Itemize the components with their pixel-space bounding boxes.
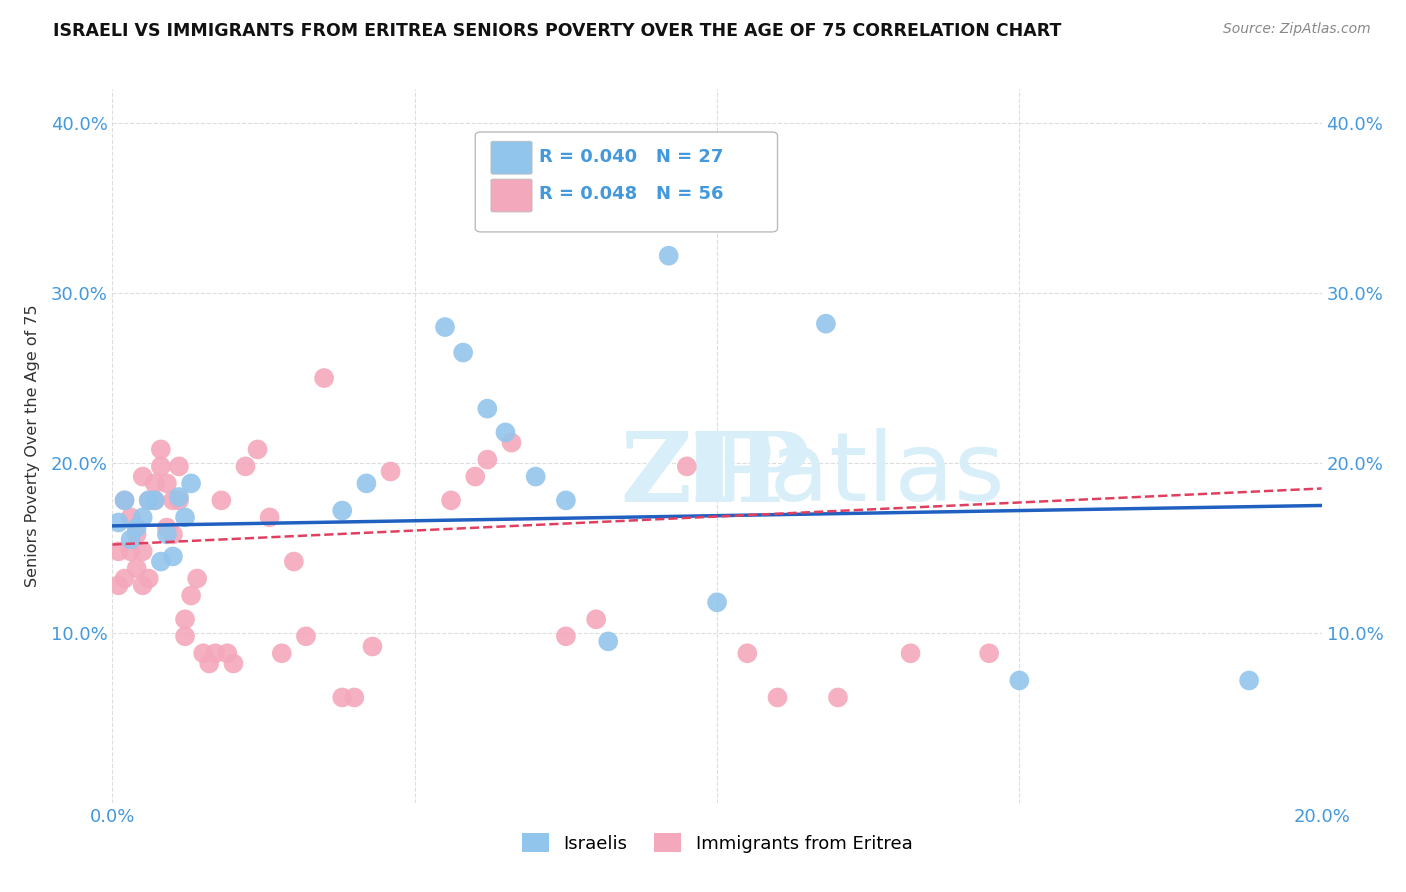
Point	[149, 555, 172, 569]
Point	[495, 425, 517, 440]
Point	[114, 493, 136, 508]
Point	[174, 629, 197, 643]
Point	[198, 657, 221, 671]
Text: ZIP: ZIP	[620, 427, 810, 522]
Point	[554, 629, 576, 643]
Point	[283, 555, 305, 569]
Point	[675, 459, 697, 474]
Legend: Israelis, Immigrants from Eritrea: Israelis, Immigrants from Eritrea	[513, 824, 921, 862]
Point	[138, 493, 160, 508]
Point	[524, 469, 547, 483]
Point	[766, 690, 789, 705]
Point	[598, 634, 620, 648]
Point	[120, 544, 142, 558]
Point	[977, 646, 1000, 660]
Point	[114, 572, 136, 586]
Point	[167, 459, 190, 474]
Text: ISRAELI VS IMMIGRANTS FROM ERITREA SENIORS POVERTY OVER THE AGE OF 75 CORRELATIO: ISRAELI VS IMMIGRANTS FROM ERITREA SENIO…	[53, 22, 1062, 40]
Point	[167, 493, 190, 508]
Point	[114, 493, 136, 508]
Point	[554, 493, 576, 508]
Point	[900, 646, 922, 660]
Point	[162, 493, 184, 508]
Point	[191, 646, 214, 660]
Point	[143, 493, 166, 508]
Point	[433, 320, 456, 334]
Text: R = 0.040   N = 27: R = 0.040 N = 27	[540, 148, 724, 166]
Point	[270, 646, 292, 660]
Point	[174, 510, 197, 524]
Point	[330, 690, 353, 705]
Point	[132, 578, 155, 592]
Point	[107, 578, 129, 592]
Point	[180, 589, 202, 603]
FancyBboxPatch shape	[491, 179, 531, 212]
Text: Source: ZipAtlas.com: Source: ZipAtlas.com	[1223, 22, 1371, 37]
Point	[235, 459, 257, 474]
FancyBboxPatch shape	[491, 141, 531, 174]
Point	[737, 646, 759, 660]
Point	[125, 561, 148, 575]
Point	[440, 493, 463, 508]
Point	[477, 401, 499, 416]
Point	[1008, 673, 1031, 688]
Point	[217, 646, 239, 660]
Point	[174, 612, 197, 626]
Point	[156, 476, 179, 491]
Point	[356, 476, 378, 491]
Point	[658, 249, 681, 263]
Point	[204, 646, 226, 660]
Point	[167, 490, 190, 504]
Point	[186, 572, 208, 586]
Point	[120, 510, 142, 524]
Point	[464, 469, 486, 483]
Point	[149, 442, 172, 457]
Point	[132, 510, 155, 524]
Point	[1237, 673, 1260, 688]
Point	[827, 690, 849, 705]
Point	[706, 595, 728, 609]
Point	[138, 572, 160, 586]
Point	[246, 442, 269, 457]
Point	[132, 544, 155, 558]
Point	[814, 317, 837, 331]
Point	[501, 435, 523, 450]
Point	[125, 527, 148, 541]
Point	[180, 476, 202, 491]
Point	[314, 371, 336, 385]
Text: ZIPatlas: ZIPatlas	[620, 428, 1005, 521]
Point	[477, 452, 499, 467]
Point	[132, 469, 155, 483]
Point	[209, 493, 232, 508]
Point	[295, 629, 318, 643]
Point	[125, 520, 148, 534]
Point	[149, 459, 172, 474]
Point	[451, 345, 474, 359]
Point	[143, 493, 166, 508]
Point	[107, 516, 129, 530]
Point	[361, 640, 384, 654]
Point	[162, 549, 184, 564]
Point	[585, 612, 607, 626]
Point	[330, 503, 353, 517]
FancyBboxPatch shape	[475, 132, 778, 232]
Text: R = 0.048   N = 56: R = 0.048 N = 56	[540, 186, 724, 203]
Point	[156, 527, 179, 541]
Point	[222, 657, 245, 671]
Point	[156, 520, 179, 534]
Point	[343, 690, 366, 705]
Point	[259, 510, 281, 524]
Y-axis label: Seniors Poverty Over the Age of 75: Seniors Poverty Over the Age of 75	[25, 305, 39, 587]
Point	[380, 465, 402, 479]
Point	[138, 493, 160, 508]
Point	[143, 476, 166, 491]
Point	[107, 544, 129, 558]
Point	[162, 527, 184, 541]
Point	[120, 533, 142, 547]
